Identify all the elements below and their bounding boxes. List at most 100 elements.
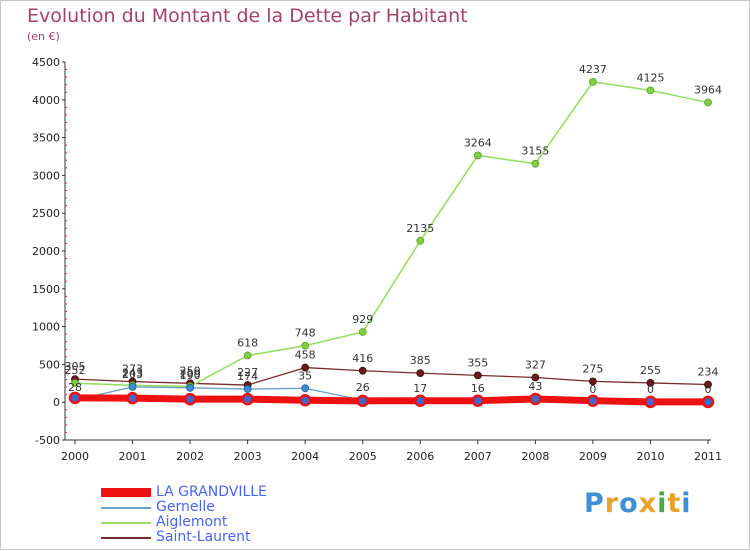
data-label: 4237 [579,63,607,76]
data-label: 28 [68,381,82,394]
data-point [358,328,367,336]
data-label: 4125 [636,71,664,84]
x-tick-label: 2004 [291,450,319,463]
data-point [356,394,369,408]
data-point [301,341,310,350]
data-label: 209 [180,367,201,380]
data-point [704,98,712,107]
y-tick-label: -500 [35,434,60,447]
logo-letter: i [681,488,692,519]
data-label: 3964 [694,84,722,97]
series-line [74,81,709,388]
data-label: 458 [295,349,316,362]
data-label: 252 [65,364,86,377]
data-label: 929 [352,313,373,326]
legend-swatch [101,537,151,539]
data-point [589,77,597,86]
y-tick-label: 2000 [32,245,60,258]
series-line [71,394,712,406]
data-point [586,394,600,407]
data-point [646,379,655,387]
data-point [71,379,79,388]
marker-layer [68,77,715,409]
data-point [243,385,252,393]
chart-unit: (en €) [27,30,60,43]
x-tick-label: 2003 [234,450,262,463]
legend-label: Gernelle [156,499,215,515]
data-label: 227 [237,366,258,379]
data-point [416,236,425,245]
y-tick-label: 2500 [32,207,60,220]
data-label: 255 [640,364,661,377]
y-tick-label: 500 [39,358,60,371]
axis-layer: -500 0 500 1000 1500 2000 2500 3000 3500 4000 4500… [32,56,722,463]
data-point [704,380,712,389]
legend-label: LA GRANDVILLE [156,484,267,500]
data-label: 203 [122,368,143,381]
logo-letter: r [604,488,620,519]
data-point [644,395,657,409]
data-point [473,151,482,160]
legend-label: Saint-Laurent [156,529,251,545]
data-label: 355 [467,356,488,369]
data-point [589,377,597,386]
data-label: 17 [413,382,427,395]
legend-swatch [101,522,151,524]
data-label: 748 [295,327,316,340]
x-tick-label: 2000 [61,450,89,463]
data-point [68,391,82,405]
data-label: 305 [65,360,86,373]
data-label: 190 [180,369,201,382]
data-label: 0 [647,383,654,396]
data-label: 3264 [464,136,492,149]
data-label: 416 [352,352,373,365]
y-tick-label: 4000 [32,94,60,107]
y-tick-label: 3000 [32,169,60,182]
y-tick-label: 4500 [32,56,60,69]
x-tick-label: 2008 [521,450,549,463]
x-tick-label: 2011 [694,450,722,463]
data-point [531,159,540,168]
data-point [531,373,540,382]
y-tick-label: 1500 [32,283,60,296]
x-tick-label: 2007 [464,450,492,463]
logo-letter: t [667,488,682,519]
y-tick-label: 0 [53,396,60,409]
data-point [241,392,254,406]
data-label: 3155 [521,145,549,158]
data-label: 273 [122,363,143,376]
data-label: 0 [589,383,596,396]
data-label-layer: 305 273 250 227 458 416 385 355 327 275 255 234 252 2… [65,63,723,396]
legend-swatch [101,488,151,497]
y-tick-label: 1000 [32,321,60,334]
data-point [301,363,310,372]
data-point [414,394,427,407]
series-layer [71,81,712,406]
x-tick-label: 2009 [579,450,607,463]
logo-letter: x [638,488,658,519]
data-point [646,86,655,95]
y-tick-label: 3500 [32,132,60,145]
data-label: 327 [525,358,546,371]
logo-letter: i [657,488,668,519]
x-tick-label: 2010 [636,450,664,463]
chart-title: Evolution du Montant de la Dette par Hab… [27,5,468,27]
proxiti-logo: Proxiti [584,488,692,519]
legend-swatch [101,507,151,509]
data-label: 234 [698,366,719,379]
data-point [128,382,137,391]
data-point [471,394,485,407]
data-point [301,384,310,393]
x-tick-label: 2006 [406,450,434,463]
series-line [74,366,709,386]
data-label: 174 [237,370,258,383]
x-tick-label: 2005 [349,450,377,463]
data-label: 2135 [406,222,434,235]
data-label: 0 [705,383,712,396]
data-label: 618 [237,336,258,349]
logo-letter: P [584,488,605,519]
data-label: 275 [582,362,603,375]
data-label: 26 [356,381,370,394]
